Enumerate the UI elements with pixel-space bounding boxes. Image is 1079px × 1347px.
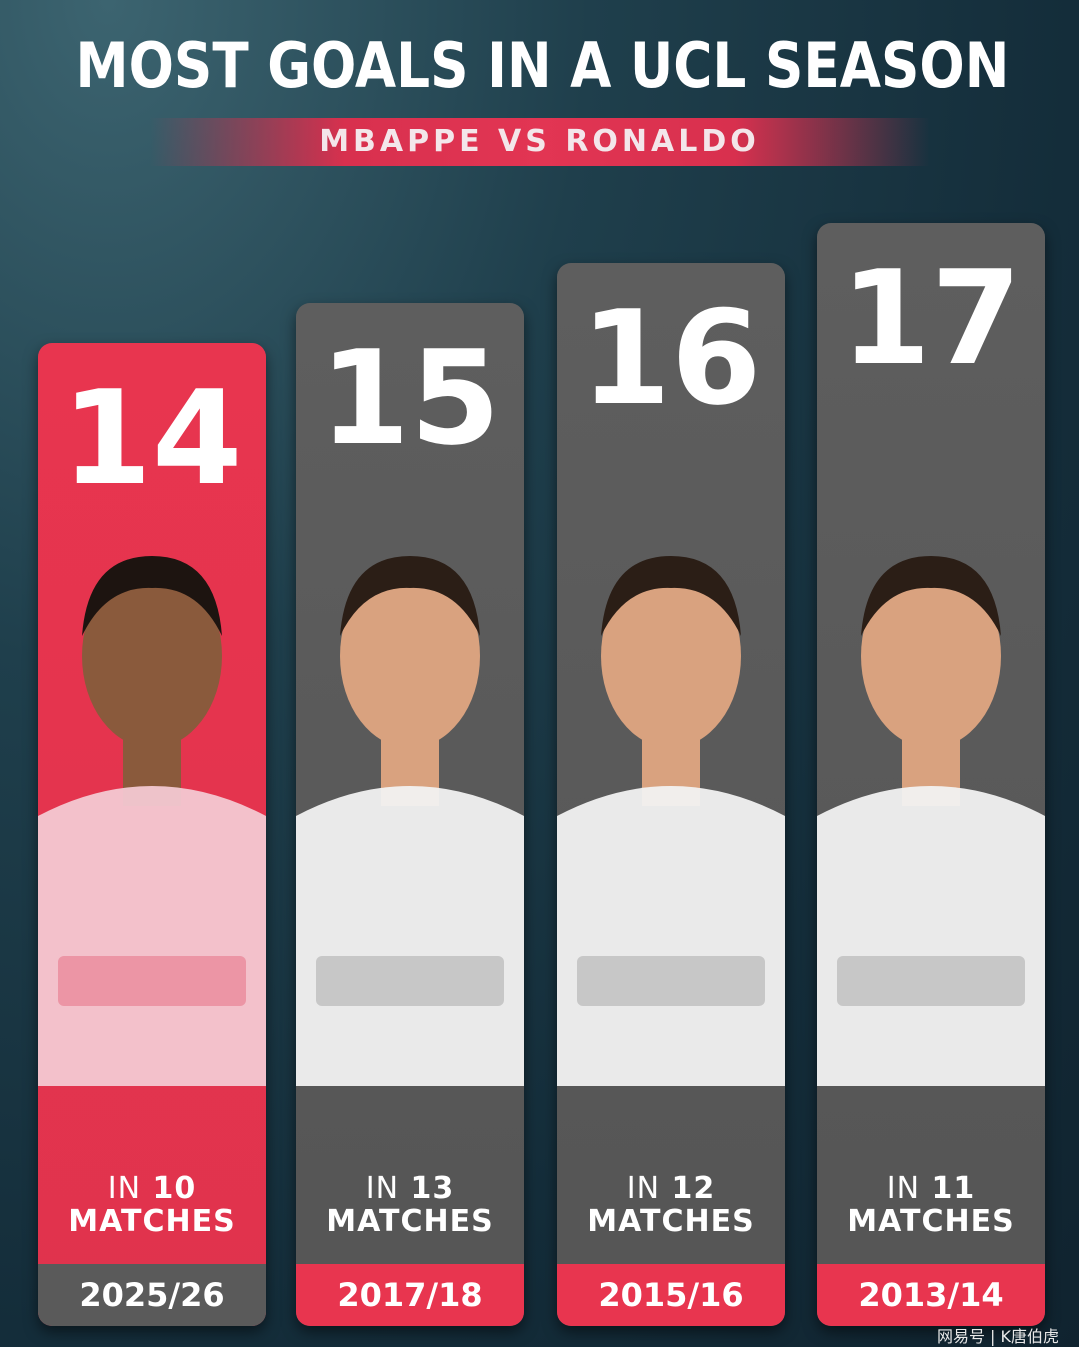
season-label: 2013/14 — [817, 1264, 1045, 1326]
subtitle-band — [150, 118, 930, 166]
matches-suffix: MATCHES — [326, 1204, 494, 1239]
goals-value: 17 — [840, 242, 1022, 394]
matches-label: IN 12 MATCHES — [557, 1172, 785, 1238]
matches-label: IN 10 MATCHES — [38, 1172, 266, 1238]
bar-2025-26: 14 IN 10 MATCHES 2025/26 — [38, 343, 266, 1326]
matches-label: IN 11 MATCHES — [817, 1172, 1045, 1238]
goals-value: 15 — [319, 322, 501, 474]
player-photo — [38, 556, 266, 1086]
season-label: 2015/16 — [557, 1264, 785, 1326]
matches-prefix: IN — [886, 1171, 921, 1206]
goals-value: 16 — [580, 282, 762, 434]
matches-suffix: MATCHES — [587, 1204, 755, 1239]
goals-value: 14 — [61, 362, 243, 514]
matches-prefix: IN — [365, 1171, 400, 1206]
matches-count: 13 — [410, 1171, 455, 1206]
matches-prefix: IN — [107, 1171, 142, 1206]
player-photo — [557, 556, 785, 1086]
matches-count: 12 — [671, 1171, 716, 1206]
bar-2017-18: 15 IN 13 MATCHES 2017/18 — [296, 303, 524, 1326]
bar-2015-16: 16 IN 12 MATCHES 2015/16 — [557, 263, 785, 1326]
matches-prefix: IN — [626, 1171, 661, 1206]
player-photo — [817, 556, 1045, 1086]
matches-label: IN 13 MATCHES — [296, 1172, 524, 1238]
season-label: 2025/26 — [38, 1264, 266, 1326]
bar-2013-14: 17 IN 11 MATCHES 2013/14 — [817, 223, 1045, 1326]
watermark: 网易号 | K唐伯虎 — [936, 1327, 1059, 1346]
player-photo — [296, 556, 524, 1086]
matches-count: 10 — [152, 1171, 197, 1206]
matches-suffix: MATCHES — [847, 1204, 1015, 1239]
season-label: 2017/18 — [296, 1264, 524, 1326]
matches-suffix: MATCHES — [68, 1204, 236, 1239]
chart-subtitle: MBAPPE VS RONALDO — [319, 124, 760, 159]
chart-title: MOST GOALS IN A UCL SEASON — [75, 29, 1010, 102]
matches-count: 11 — [931, 1171, 976, 1206]
